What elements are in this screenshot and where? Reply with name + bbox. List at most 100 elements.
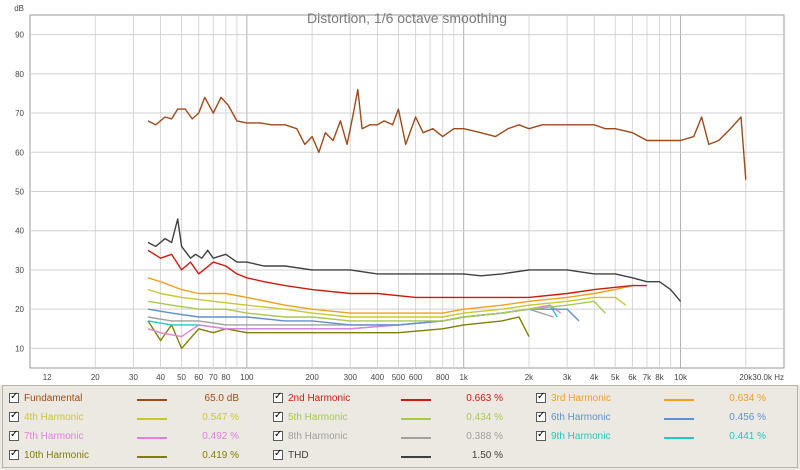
legend-item-8th-harmonic: 8th Harmonic 0.388 % bbox=[273, 428, 523, 446]
x-tick-label: 200 bbox=[305, 373, 319, 382]
x-tick-label: 1k bbox=[459, 373, 468, 382]
x-tick-label: 300 bbox=[344, 373, 358, 382]
legend-swatch bbox=[137, 399, 167, 401]
legend-label: 10th Harmonic bbox=[24, 450, 90, 461]
legend-checkbox-fundamental[interactable] bbox=[9, 391, 19, 403]
legend-value: 0.547 % bbox=[202, 412, 239, 423]
y-tick-label: 80 bbox=[15, 70, 24, 79]
x-tick-label: 60 bbox=[194, 373, 203, 382]
legend-swatch bbox=[401, 456, 431, 458]
x-tick-label: 20 bbox=[91, 373, 100, 382]
legend-item-thd: THD 1.50 % bbox=[273, 447, 523, 465]
legend-swatch bbox=[664, 437, 694, 439]
x-tick-label: 30 bbox=[129, 373, 138, 382]
series-line-fundamental bbox=[147, 88, 747, 180]
legend-label: 8th Harmonic bbox=[288, 431, 348, 442]
chart-title: Distortion, 1/6 octave smoothing bbox=[307, 10, 507, 26]
x-tick-label: 4k bbox=[590, 373, 599, 382]
series-line-thd bbox=[147, 218, 682, 302]
legend-value: 0.456 % bbox=[729, 412, 766, 423]
legend-label: 4th Harmonic bbox=[24, 412, 84, 423]
legend-checkbox-10th-harmonic[interactable] bbox=[9, 448, 19, 460]
legend-label: 6th Harmonic bbox=[551, 412, 611, 423]
x-tick-label: 2k bbox=[525, 373, 534, 382]
legend-swatch bbox=[137, 456, 167, 458]
legend-value: 0.434 % bbox=[466, 412, 503, 423]
legend-label: THD bbox=[288, 450, 309, 461]
y-tick-label: 50 bbox=[15, 188, 24, 197]
y-tick-label: 60 bbox=[15, 148, 24, 157]
legend-value: 1.50 % bbox=[471, 450, 503, 461]
series-line-2nd-harmonic bbox=[147, 249, 647, 299]
x-tick-label: 70 bbox=[209, 373, 218, 382]
legend-value: 0.388 % bbox=[466, 431, 503, 442]
legend-item-2nd-harmonic: 2nd Harmonic 0.663 % bbox=[273, 390, 523, 408]
y-axis-label: dB bbox=[14, 4, 24, 13]
legend-checkbox-thd[interactable] bbox=[273, 448, 283, 460]
y-tick-label: 30 bbox=[15, 266, 24, 275]
series-line-4th-harmonic bbox=[147, 288, 627, 318]
legend-value: 65.0 dB bbox=[204, 393, 239, 404]
x-tick-label: 600 bbox=[409, 373, 423, 382]
legend-swatch bbox=[137, 418, 167, 420]
x-tick-label: 500 bbox=[392, 373, 406, 382]
legend-checkbox-6th-harmonic[interactable] bbox=[536, 410, 546, 422]
x-tick-label: 12 bbox=[43, 373, 52, 382]
legend-value: 0.492 % bbox=[202, 431, 239, 442]
legend-value: 0.663 % bbox=[466, 393, 503, 404]
y-tick-label: 90 bbox=[15, 31, 24, 40]
legend-label: 7th Harmonic bbox=[24, 431, 84, 442]
x-tick-label: 30.0k Hz bbox=[752, 373, 784, 382]
x-tick-label: 10k bbox=[674, 373, 688, 382]
legend-value: 0.634 % bbox=[729, 393, 766, 404]
y-tick-label: 20 bbox=[15, 305, 24, 314]
legend-value: 0.441 % bbox=[729, 431, 766, 442]
legend-checkbox-3rd-harmonic[interactable] bbox=[536, 391, 546, 403]
series-line-10th-harmonic bbox=[147, 316, 530, 350]
y-tick-label: 70 bbox=[15, 109, 24, 118]
legend-checkbox-8th-harmonic[interactable] bbox=[273, 429, 283, 441]
legend-item-3rd-harmonic: 3rd Harmonic 0.634 % bbox=[536, 390, 786, 408]
x-tick-label: 100 bbox=[240, 373, 254, 382]
chart-legend: Fundamental 65.0 dB 2nd Harmonic 0.663 % 3rd… bbox=[2, 385, 798, 468]
legend-item-6th-harmonic: 6th Harmonic 0.456 % bbox=[536, 409, 786, 427]
x-tick-label: 400 bbox=[371, 373, 385, 382]
legend-checkbox-2nd-harmonic[interactable] bbox=[273, 391, 283, 403]
legend-swatch bbox=[401, 399, 431, 401]
legend-item-5th-harmonic: 5th Harmonic 0.434 % bbox=[273, 409, 523, 427]
legend-item-fundamental: Fundamental 65.0 dB bbox=[9, 390, 259, 408]
legend-checkbox-4th-harmonic[interactable] bbox=[9, 410, 19, 422]
legend-checkbox-7th-harmonic[interactable] bbox=[9, 429, 19, 441]
legend-item-7th-harmonic: 7th Harmonic 0.492 % bbox=[9, 428, 259, 446]
legend-checkbox-5th-harmonic[interactable] bbox=[273, 410, 283, 422]
x-tick-label: 5k bbox=[611, 373, 620, 382]
legend-item-9th-harmonic: 9th Harmonic 0.441 % bbox=[536, 428, 786, 446]
x-tick-label: 3k bbox=[563, 373, 572, 382]
x-tick-label: 50 bbox=[177, 373, 186, 382]
series-line-3rd-harmonic bbox=[147, 277, 633, 314]
legend-label: Fundamental bbox=[24, 393, 83, 404]
x-tick-label: 8k bbox=[655, 373, 664, 382]
legend-label: 5th Harmonic bbox=[288, 412, 348, 423]
x-tick-label: 7k bbox=[643, 373, 652, 382]
legend-label: 2nd Harmonic bbox=[288, 393, 351, 404]
y-tick-label: 40 bbox=[15, 227, 24, 236]
legend-swatch bbox=[401, 437, 431, 439]
x-tick-label: 800 bbox=[436, 373, 450, 382]
legend-swatch bbox=[401, 418, 431, 420]
legend-swatch bbox=[664, 418, 694, 420]
legend-value: 0.419 % bbox=[202, 450, 239, 461]
legend-checkbox-9th-harmonic[interactable] bbox=[536, 429, 546, 441]
y-tick-label: 10 bbox=[15, 344, 24, 353]
x-tick-label: 40 bbox=[156, 373, 165, 382]
x-tick-label: 6k bbox=[628, 373, 637, 382]
legend-swatch bbox=[137, 437, 167, 439]
legend-label: 3rd Harmonic bbox=[551, 393, 612, 404]
legend-swatch bbox=[664, 399, 694, 401]
legend-item-10th-harmonic: 10th Harmonic 0.419 % bbox=[9, 447, 259, 465]
x-tick-label: 20k bbox=[739, 373, 753, 382]
legend-item-4th-harmonic: 4th Harmonic 0.547 % bbox=[9, 409, 259, 427]
series-line-5th-harmonic bbox=[147, 300, 606, 322]
x-tick-label: 80 bbox=[221, 373, 230, 382]
